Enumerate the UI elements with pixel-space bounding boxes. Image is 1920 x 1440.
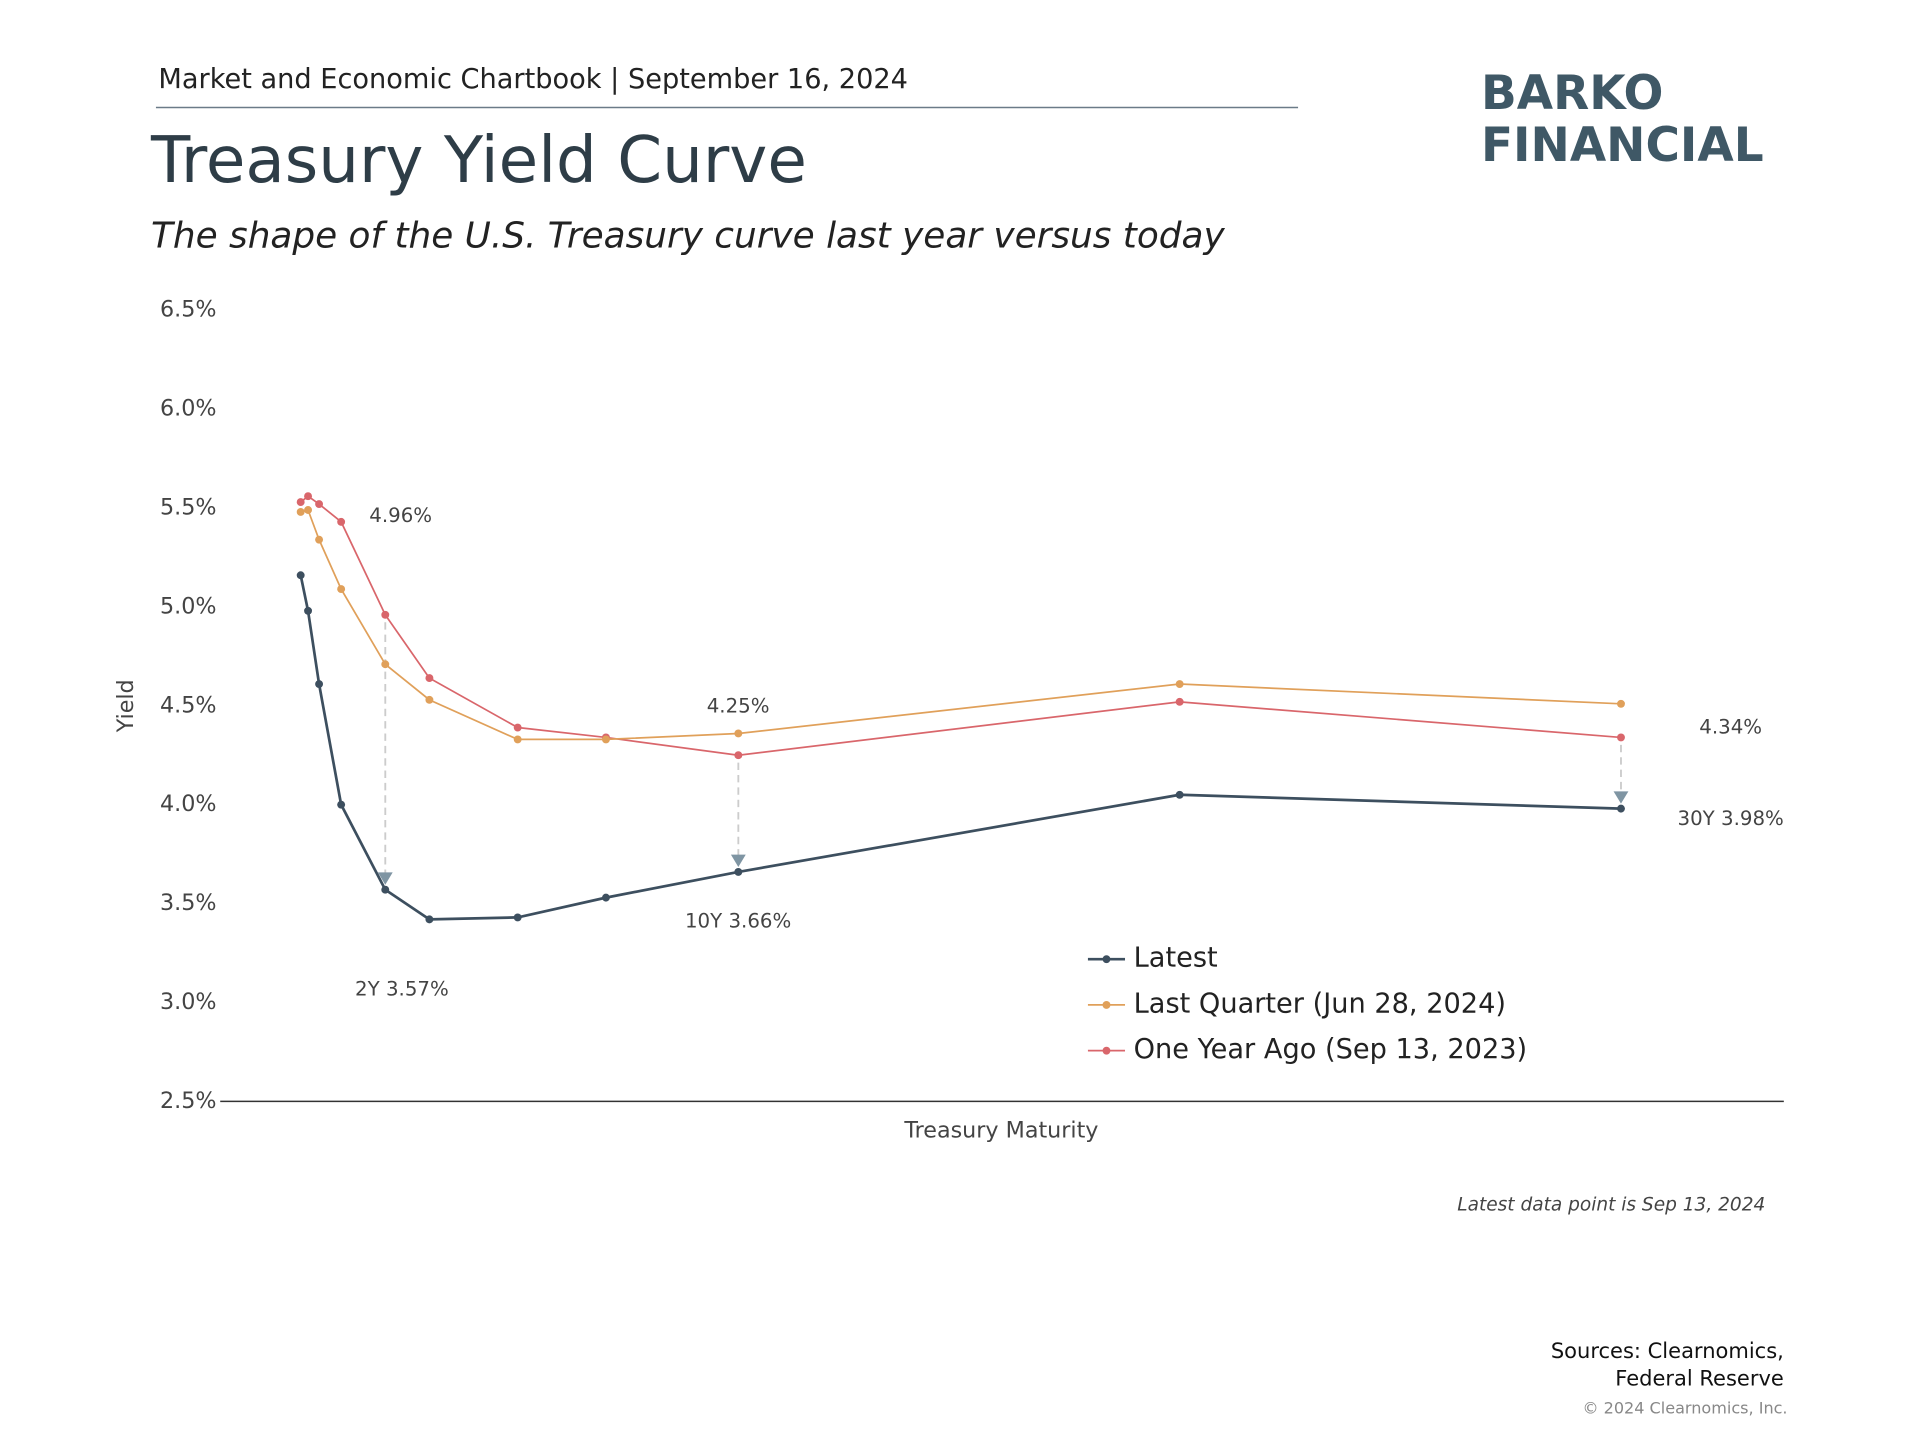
point — [304, 506, 313, 514]
sources: Federal Reserve — [1615, 1365, 1784, 1390]
point — [296, 508, 305, 516]
point — [1175, 697, 1184, 706]
y-tick-label: 2.5% — [160, 1088, 216, 1114]
point — [425, 695, 434, 704]
point — [1617, 804, 1625, 813]
series-line — [299, 574, 1622, 921]
point — [315, 535, 324, 544]
point — [601, 735, 610, 744]
legend-label: One Year Ago (Sep 13, 2023) — [1134, 1034, 1528, 1065]
point — [1175, 680, 1184, 688]
point — [381, 660, 390, 669]
point — [513, 913, 522, 922]
point — [296, 571, 305, 580]
legend-label: Last Quarter (Jun 28, 2024) — [1134, 988, 1506, 1019]
point — [381, 885, 390, 894]
copyright: © 2024 Clearnomics, Inc. — [1582, 1399, 1787, 1418]
annotation: 2Y 3.57% — [355, 978, 449, 1001]
annotation: 4.96% — [369, 504, 432, 527]
annotation: 30Y 3.98% — [1678, 807, 1784, 830]
legend-dot — [1102, 1046, 1111, 1055]
annotation: 4.34% — [1699, 716, 1762, 739]
point — [425, 915, 434, 924]
series-line — [300, 508, 1622, 741]
y-tick-label: 6.0% — [160, 396, 216, 422]
point — [734, 729, 743, 738]
note: Latest data point is Sep 13, 2024 — [1457, 1195, 1765, 1216]
y-tick-label: 5.5% — [160, 495, 216, 521]
point — [734, 867, 743, 876]
y-tick-label: 3.5% — [160, 890, 216, 916]
y-tick-label: 4.5% — [160, 692, 216, 718]
point — [1175, 790, 1184, 799]
x-axis-label: Treasury Maturity — [903, 1117, 1098, 1143]
point — [513, 735, 522, 744]
point — [296, 498, 305, 507]
y-axis-label: Yield — [113, 679, 139, 733]
point — [513, 723, 522, 732]
point — [315, 500, 324, 509]
annotation: 10Y 3.66% — [685, 910, 791, 933]
header: Market and Economic Chartbook | Septembe… — [158, 64, 908, 95]
chart-subtitle: The shape of the U.S. Treasury curve las… — [151, 215, 1225, 256]
legend-dot — [1102, 955, 1111, 964]
point — [1617, 699, 1625, 708]
series-line — [300, 495, 1622, 757]
arrow-head — [377, 872, 393, 885]
point — [304, 606, 313, 615]
y-tick-label: 5.0% — [160, 593, 216, 619]
point — [1617, 733, 1625, 742]
arrow-head — [730, 854, 746, 867]
point — [381, 610, 390, 619]
point — [337, 585, 346, 594]
point — [315, 680, 324, 688]
legend-dot — [1102, 1000, 1111, 1009]
logo-line1: BARKO — [1481, 66, 1663, 121]
arrow-head — [1613, 791, 1629, 804]
point — [734, 751, 743, 760]
y-tick-label: 4.0% — [160, 791, 216, 817]
chart-title: Treasury Yield Curve — [150, 123, 807, 198]
annotation: 4.25% — [707, 695, 770, 718]
sources: Sources: Clearnomics, — [1551, 1338, 1784, 1363]
y-tick-label: 3.0% — [160, 989, 216, 1015]
y-tick-label: 6.5% — [160, 297, 216, 323]
logo-line2: FINANCIAL — [1481, 118, 1764, 173]
point — [337, 800, 346, 809]
point — [304, 492, 313, 501]
point — [601, 893, 610, 902]
point — [337, 517, 346, 526]
point — [425, 674, 434, 683]
legend-label: Latest — [1134, 943, 1218, 974]
